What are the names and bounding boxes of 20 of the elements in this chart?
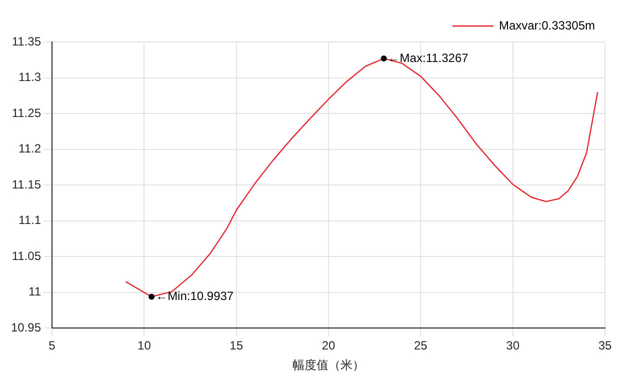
x-tick-label: 20 <box>322 338 336 353</box>
y-tick-label: 10.95 <box>11 320 42 335</box>
y-tick-label: 11.35 <box>12 34 42 48</box>
annotation: ←Max:11.3267 <box>388 50 469 65</box>
y-tick-label: 11.3 <box>18 70 42 84</box>
y-tick-label: 11.1 <box>18 213 42 228</box>
x-tick-label: 30 <box>506 338 520 353</box>
y-tick-label: 11.25 <box>12 106 42 120</box>
x-tick-label: 5 <box>48 338 56 353</box>
x-tick-label: 25 <box>414 338 428 353</box>
y-tick-label: 11.2 <box>18 142 42 156</box>
legend-label: Maxvar:0.33305m <box>498 18 596 32</box>
y-tick-label: 11 <box>28 284 42 299</box>
x-tick-label: 35 <box>598 338 612 353</box>
x-axis-title: 幅度值（米） <box>292 358 365 372</box>
y-tick-label: 11.15 <box>12 177 42 192</box>
annotation: ←Min:10.9937 <box>156 289 234 304</box>
x-tick-label: 10 <box>138 338 152 353</box>
x-tick-label: 15 <box>230 338 244 353</box>
y-tick-label: 11.05 <box>12 248 42 263</box>
